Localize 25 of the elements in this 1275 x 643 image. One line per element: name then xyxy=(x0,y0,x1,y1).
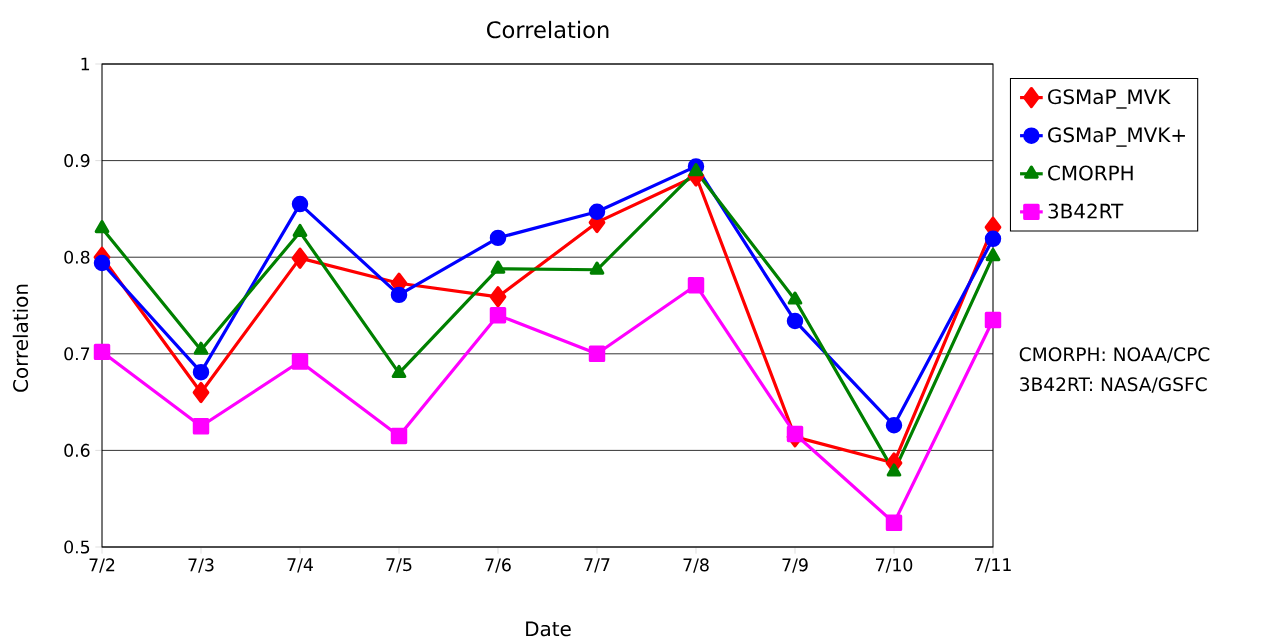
x-tick-label: 7/11 xyxy=(975,558,1011,573)
y-tick-label: 0.8 xyxy=(64,250,90,264)
text: 3B42RT: NASA/GSFC xyxy=(1020,377,1207,393)
y-tick-label: 0.5 xyxy=(64,540,90,554)
y-tick-label: 0.7 xyxy=(64,347,90,361)
x-tick-label: 7/9 xyxy=(782,558,808,573)
legend-label: 3B42RT xyxy=(1048,203,1124,219)
chart-title: Correlation xyxy=(487,20,609,39)
y-tick-label: 0.6 xyxy=(64,443,90,457)
x-tick-label: 7/8 xyxy=(683,558,709,573)
legend-label: GSMaP_MVK xyxy=(1048,89,1171,109)
x-axis-title: Date xyxy=(526,621,571,637)
x-tick-label: 7/5 xyxy=(386,558,412,573)
x-tick-label: 7/7 xyxy=(584,558,610,573)
legend-label: CMORPH xyxy=(1048,165,1133,181)
x-tick-label: 7/4 xyxy=(287,558,313,573)
y-tick-label: 0.9 xyxy=(64,154,90,168)
x-tick-label: 7/3 xyxy=(188,558,214,573)
text: CMORPH: NOAA/CPC xyxy=(1019,347,1210,363)
x-tick-label: 7/10 xyxy=(876,558,913,573)
x-tick-label: 7/6 xyxy=(485,558,511,573)
legend-label: GSMaP_MVK+ xyxy=(1048,127,1185,147)
y-tick-label: 1 xyxy=(81,57,90,71)
y-axis-title: Correlation xyxy=(12,284,29,392)
x-tick-label: 7/2 xyxy=(89,558,115,573)
